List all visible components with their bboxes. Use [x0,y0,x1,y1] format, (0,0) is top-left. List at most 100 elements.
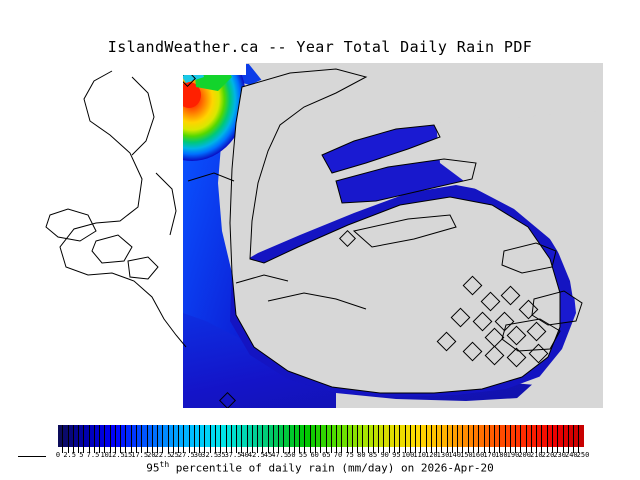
diamond-marker[interactable] [339,230,356,247]
coastline-channel-b [267,292,367,310]
colorbar-tick-label: 35 [217,451,226,459]
colorbar-band [337,425,343,447]
colorbar-tick [90,447,95,453]
coastline-inlet-mid [352,214,457,248]
colorbar-tick [184,447,190,453]
colorbar-band [84,425,90,447]
colorbar-tick [411,447,417,453]
colorbar-band [395,425,401,447]
colorbar-tick-label: 120 [425,451,438,459]
diamond-marker[interactable] [450,307,471,328]
diamond-marker[interactable] [518,299,539,320]
colorbar-band [300,425,306,447]
coastline-channel-a [235,274,289,284]
colorbar-band [147,425,153,447]
station-markers[interactable] [179,70,549,408]
colorbar-tick [116,447,122,453]
field-inlet-ne [336,159,476,203]
page-title: IslandWeather.ca -- Year Total Daily Rai… [107,38,533,56]
coastline-inlet-north [321,124,441,174]
colorbar-tick-label: 130 [436,451,450,459]
colorbar-band [431,425,438,447]
colorbar-band [458,425,464,447]
colorbar-tick [258,447,264,453]
colorbar-band [405,425,411,447]
diamond-marker[interactable] [480,291,501,312]
colorbar-tick [190,447,195,453]
colorbar-gradient[interactable] [58,425,584,447]
diamond-marker[interactable] [484,345,505,366]
diamond-marker[interactable] [462,341,483,362]
colorbar-band [442,425,448,447]
coastline-channel-c [187,172,235,182]
map-canvas[interactable] [36,63,603,408]
colorbar-tick [390,447,395,453]
colorbar-tick [342,447,348,453]
colorbar-band [452,425,459,447]
diamond-marker[interactable] [219,392,236,408]
colorbar[interactable] [58,425,584,447]
colorbar-band [563,425,569,447]
colorbar-tick [158,447,164,453]
colorbar-tick [384,447,390,453]
colorbar-tick [463,447,469,453]
colorbar-tick-label: 160 [471,451,485,459]
colorbar-band [463,425,469,447]
diamond-marker[interactable] [528,343,549,364]
colorbar-tick [232,447,238,453]
colorbar-tick [421,447,427,453]
colorbar-tick-label: 0 [55,451,61,459]
colorbar-tick [574,447,580,453]
diamond-marker[interactable] [436,331,457,352]
colorbar-tick [395,447,401,453]
colorbar-band [189,425,195,447]
colorbar-tick-label: 65 [322,451,331,459]
diamond-marker[interactable] [484,327,505,348]
colorbar-band [352,425,359,447]
colorbar-band [347,425,353,447]
colorbar-tick [169,447,174,453]
colorbar-band [521,425,527,447]
colorbar-tick-label: 100 [401,451,415,459]
colorbar-band [510,425,517,447]
colorbar-tick [95,447,101,453]
colorbar-tick [263,447,269,453]
colorbar-band [158,425,164,447]
colorbar-tick [137,447,143,453]
colorbar-tick-label: 60 [310,451,319,459]
colorbar-tick-label: 240 [565,451,578,459]
diamond-marker[interactable] [506,325,527,346]
colorbar-band [184,425,190,447]
diamond-marker[interactable] [506,347,527,368]
colorbar-band [94,425,101,447]
colorbar-tick-label: 90 [380,451,389,459]
colorbar-band [173,425,180,447]
colorbar-band [363,425,369,447]
colorbar-tick [437,447,443,453]
colorbar-band [79,425,85,447]
colorbar-tick-label: 37.5 [224,451,242,459]
colorbar-band [284,425,290,447]
rain-maximum-core [183,82,201,108]
diamond-marker[interactable] [494,311,515,332]
map-panel[interactable] [36,63,603,408]
land-vancouver-island [230,69,560,393]
diamond-marker[interactable] [526,321,547,342]
colorbar-tick [490,447,496,453]
colorbar-band [437,425,443,447]
colorbar-band [574,425,580,447]
colorbar-tick-label: 190 [506,451,520,459]
colorbar-tick-label: 55 [298,451,308,459]
diamond-marker[interactable] [462,275,483,296]
diamond-marker[interactable] [472,311,493,332]
colorbar-band [416,425,422,447]
colorbar-band [321,425,327,447]
colorbar-tick [163,447,169,453]
colorbar-tick [237,447,243,453]
colorbar-tick [153,447,159,453]
colorbar-tick [406,447,411,453]
colorbar-tick [216,447,222,453]
colorbar-tick [458,447,464,453]
colorbar-band [273,425,280,447]
diamond-marker[interactable] [500,285,521,306]
